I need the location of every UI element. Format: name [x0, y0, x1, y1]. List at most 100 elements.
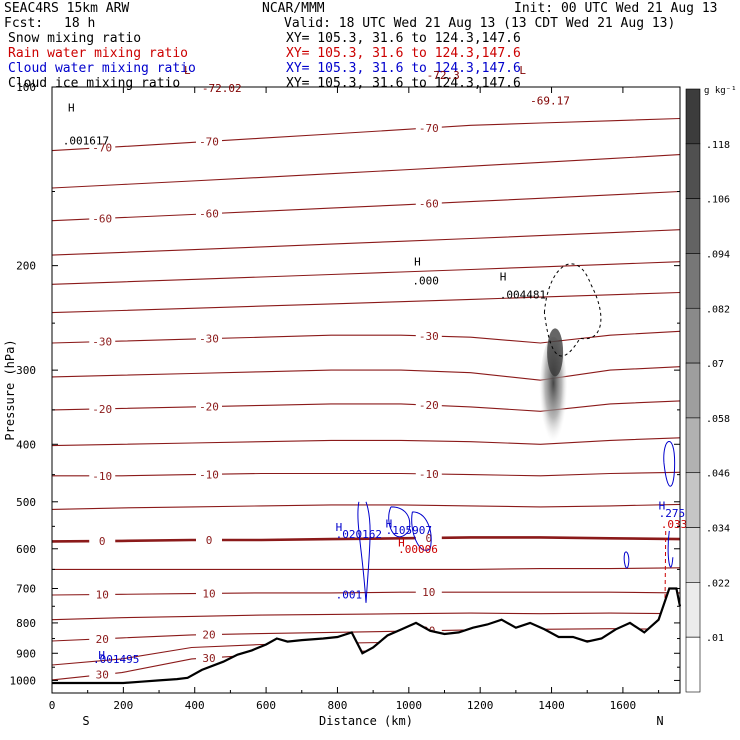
contour-label-bg [89, 212, 116, 225]
fcst-value: 18 h [64, 16, 96, 31]
colorbar: .118 .106 .094 .082 .07 .058 .046 .034 .022 .01 g … [685, 86, 737, 693]
temperature-contour-3 [51, 229, 681, 256]
contour-label: 10 [96, 589, 109, 602]
contour-label-bg [415, 330, 442, 343]
colorbar-bin [685, 198, 701, 254]
cloud-water-contour [623, 551, 630, 569]
temperature-contour-10 [52, 471, 681, 477]
colorbar-label: .118 [706, 140, 730, 151]
contour-label: 0 [425, 532, 432, 545]
contour-label-bg [89, 588, 116, 601]
contour-label-bg [89, 335, 116, 348]
x-tick-label: 400 [185, 699, 205, 712]
y-tick-label: 400 [16, 438, 36, 451]
colorbar-label: .094 [706, 249, 730, 260]
colorbar-bin [685, 143, 701, 199]
temperature-contour-12 [51, 536, 681, 543]
contour-label-bg [415, 586, 442, 599]
contour-label-bg [196, 628, 222, 641]
x-tick-label: 600 [256, 699, 276, 712]
contour-label-bg [415, 467, 442, 480]
contour-label: 20 [96, 633, 109, 646]
rain-water-contour [664, 530, 667, 603]
contour-label-bg [196, 587, 222, 600]
temperature-contour-8 [51, 400, 681, 412]
contour-label: -20 [419, 399, 439, 412]
colorbar-label: .01 [706, 633, 724, 644]
colorbar-bin [685, 582, 701, 638]
extrema-label: .004481 [500, 288, 546, 301]
extrema-label: .000 [412, 274, 439, 287]
cloud-water-contour [663, 441, 676, 568]
field-cloudwater-name: Cloud water mixing ratio [8, 61, 196, 76]
temperature-contour-11 [51, 503, 681, 510]
colorbar-bin [685, 636, 701, 693]
x-tick-label: 1000 [396, 699, 423, 712]
x-tick-label: 200 [113, 699, 133, 712]
contour-label: 20 [202, 629, 215, 642]
plot-frame [51, 86, 681, 694]
contour-label: 0 [99, 535, 106, 548]
endpoint-left: S [82, 714, 89, 728]
y-tick-label: 300 [16, 364, 36, 377]
temperature-contour-6 [51, 330, 681, 344]
contour-label-bg [415, 531, 442, 544]
contour-label: -60 [199, 208, 219, 221]
contour-label-bg [89, 402, 116, 415]
field-rain-xy: XY= 105.3, 31.6 to 124.3,147.6 [286, 46, 521, 61]
colorbar-bin [685, 253, 701, 309]
y-axis-label: Pressure (hPa) [3, 339, 17, 440]
extrema-label: H [500, 271, 507, 284]
plot-area: -70 -70 -70 -60 -60 -60 -30 -30 -30 -20 -20 -20 -10 -… [3, 64, 692, 728]
y-tick-label: 800 [16, 617, 36, 630]
fcst-label: Fcst: [4, 16, 44, 31]
colorbar-label: .07 [706, 359, 724, 370]
contour-label-bg [89, 632, 116, 645]
y-tick-label: 200 [16, 260, 36, 273]
cloud-water-contour [388, 506, 411, 538]
extrema-label: H [659, 499, 666, 512]
extrema-label: -72.02 [202, 82, 242, 95]
contour-label: 30 [96, 669, 109, 682]
contour-label: 10 [202, 587, 215, 600]
field-rain-name: Rain water mixing ratio [8, 46, 189, 61]
extrema-label: H [336, 521, 343, 534]
contour-label: -30 [419, 330, 439, 343]
temperature-contour-16 [51, 628, 681, 642]
colorbar-label: .082 [706, 304, 730, 315]
init-time: Init: 00 UTC Wed 21 Aug 13 [514, 1, 718, 16]
colorbar-label: .058 [706, 414, 730, 425]
y-tick-label: 900 [16, 647, 36, 660]
contour-label: -70 [92, 142, 112, 155]
temperature-contour-15 [51, 612, 681, 621]
y-tick-label: 1000 [10, 674, 37, 687]
contour-label: -30 [199, 333, 219, 346]
extrema-label: .001 [336, 589, 363, 602]
colorbar-bin [685, 472, 701, 528]
contour-label-bg [196, 651, 222, 664]
field-snow-name: Snow mixing ratio [8, 31, 142, 46]
contour-label: -60 [92, 212, 112, 225]
colorbar-label: .034 [706, 524, 730, 535]
extrema-label: .001495 [93, 653, 139, 666]
contour-label: 0 [206, 534, 213, 547]
temperature-contour-14 [51, 591, 681, 596]
cloud-ice-contour [543, 263, 602, 357]
colorbar-unit: g kg⁻¹ [704, 86, 737, 96]
contour-label: 30 [202, 652, 215, 665]
x-tick-label: 0 [49, 699, 56, 712]
model-name: SEAC4RS 15km ARW [4, 1, 130, 16]
contour-label-bg [196, 332, 222, 345]
contour-label: -60 [419, 198, 439, 211]
temperature-contour-4 [51, 261, 681, 285]
contour-label-bg [196, 207, 222, 220]
extrema-label: .105907 [386, 524, 432, 537]
x-tick-label: 1200 [467, 699, 494, 712]
contour-label-bg [196, 400, 222, 413]
temperature-contour-13 [52, 567, 681, 570]
org-name: NCAR/MMM [262, 1, 325, 16]
colorbar-label: .046 [706, 469, 730, 480]
contour-label: -20 [199, 401, 219, 414]
y-top-label: 100 [16, 81, 36, 94]
